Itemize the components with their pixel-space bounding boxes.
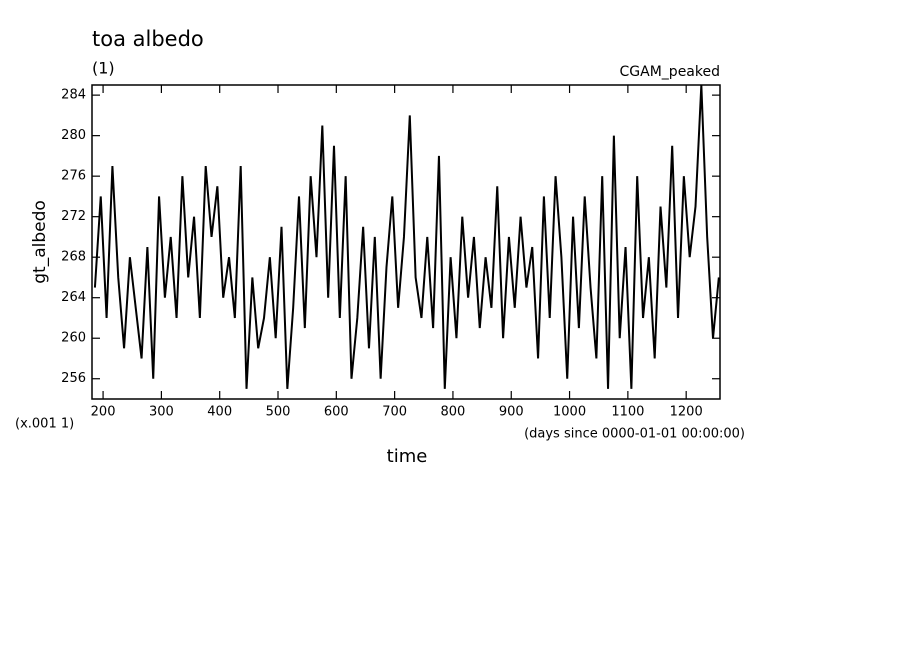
x-tick-label: 800 xyxy=(441,405,466,420)
x-tick-label: 900 xyxy=(499,405,524,420)
x-tick-label: 1000 xyxy=(553,405,586,420)
data-line xyxy=(93,84,720,389)
annotation: CGAM_peaked xyxy=(620,64,720,80)
y-tick-label: 256 xyxy=(61,371,86,386)
x-tick-label: 200 xyxy=(91,405,116,420)
x-tick-label: 1200 xyxy=(670,405,703,420)
chart-subtitle: (1) xyxy=(92,59,115,78)
y-axis-label: gt_albedo xyxy=(30,200,50,284)
x-tick-label: 500 xyxy=(266,405,291,420)
y-tick-label: 280 xyxy=(61,128,86,143)
y-tick-label: 268 xyxy=(61,250,86,265)
y-tick-label: 260 xyxy=(61,331,86,346)
x-unit: (days since 0000-01-01 00:00:00) xyxy=(524,427,745,442)
x-tick-label: 400 xyxy=(207,405,232,420)
y-tick-label: 284 xyxy=(61,88,86,103)
chart-title: toa albedo xyxy=(92,27,204,51)
x-tick-label: 600 xyxy=(324,405,349,420)
x-axis-label: time xyxy=(387,446,428,467)
y-unit: (x.001 1) xyxy=(15,417,74,432)
x-tick-label: 700 xyxy=(382,405,407,420)
x-tick-label: 300 xyxy=(149,405,174,420)
y-tick-label: 276 xyxy=(61,169,86,184)
plot-frame xyxy=(91,84,721,400)
y-tick-label: 264 xyxy=(61,290,86,305)
y-tick-label: 272 xyxy=(61,209,86,224)
x-tick-label: 1100 xyxy=(611,405,644,420)
